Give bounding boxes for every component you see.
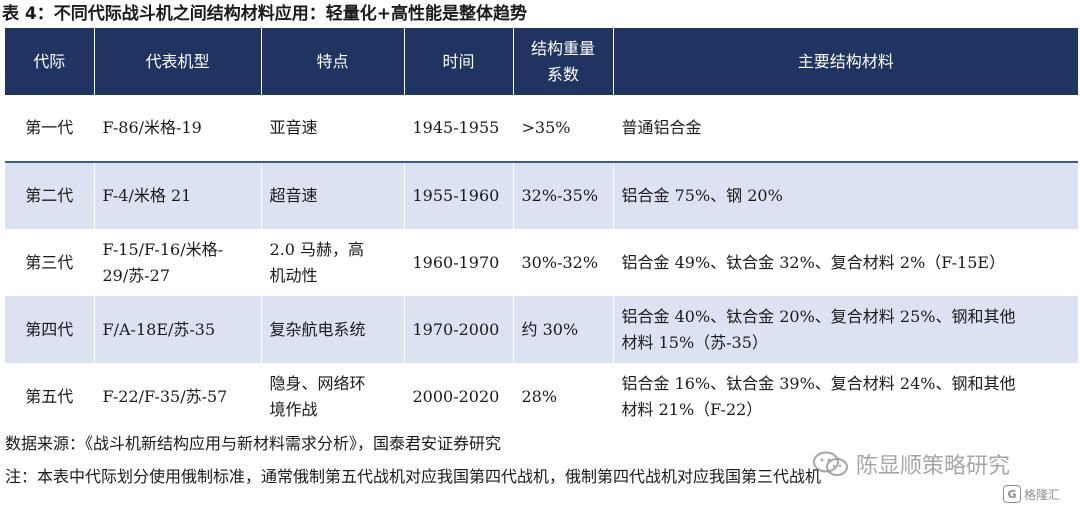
table-header-row: 代际 代表机型 特点 时间 结构重量 系数 主要结构材料 (5, 28, 1078, 95)
cell-feature: 复杂航电系统 (261, 296, 405, 363)
table-row: 第四代 F/A-18E/苏-35 复杂航电系统 1970-2000 约 30% … (5, 296, 1078, 363)
cell-feature: 2.0 马赫，高 机动性 (261, 229, 405, 296)
header-generation: 代际 (5, 28, 95, 95)
cell-generation: 第四代 (5, 296, 95, 363)
cell-aircraft: F-4/米格 21 (94, 162, 262, 229)
cell-aircraft-line2: 29/苏-27 (102, 265, 171, 285)
cell-weight-ratio: 32%-35% (513, 162, 614, 229)
table-row: 第五代 F-22/F-35/苏-57 隐身、网络环 境作战 2000-2020 2… (5, 363, 1078, 430)
cell-materials-line1: 普通铝合金 (621, 118, 702, 137)
cell-feature-line1: 复杂航电系统 (269, 319, 366, 339)
watermark-text: 陈显顺策略研究 (856, 454, 1011, 479)
cell-aircraft-line1: F/A-18E/苏-35 (102, 319, 216, 339)
cell-materials-line2: 材料 21%（F-22） (621, 399, 763, 419)
cell-feature-line2: 境作战 (269, 399, 318, 419)
watermark-secondary-text: 格隆汇 (1024, 487, 1061, 502)
cell-aircraft: F-15/F-16/米格- 29/苏-27 (94, 229, 262, 296)
cell-weight-ratio: 30%-32% (513, 229, 614, 296)
table-row: 第二代 F-4/米格 21 超音速 1955-1960 32%-35% 铝合金 … (5, 162, 1078, 229)
cell-aircraft-line1: F-22/F-35/苏-57 (102, 386, 228, 406)
watermark-secondary: G 格隆汇 (1003, 482, 1080, 506)
cell-feature: 超音速 (261, 162, 405, 229)
header-period: 时间 (404, 28, 514, 95)
cell-materials-line1: 铝合金 16%、钛合金 39%、复合材料 24%、钢和其他 (621, 373, 1016, 393)
header-materials: 主要结构材料 (613, 28, 1078, 95)
cell-period: 1970-2000 (404, 296, 514, 363)
cell-aircraft-line1: F-4/米格 21 (102, 186, 192, 205)
header-weight-ratio: 结构重量 系数 (513, 28, 614, 95)
cell-feature-line1: 亚音速 (269, 118, 318, 137)
cell-materials: 铝合金 49%、钛合金 32%、复合材料 2%（F-15E） (613, 229, 1078, 296)
cell-materials-line1: 铝合金 40%、钛合金 20%、复合材料 25%、钢和其他 (621, 306, 1016, 326)
table-note: 注：本表中代际划分使用俄制标准，通常俄制第五代战机对应我国第四代战机，俄制第四代… (5, 467, 822, 486)
gelonghui-logo-icon: G (1003, 485, 1021, 503)
header-feature: 特点 (261, 28, 405, 95)
header-aircraft: 代表机型 (94, 28, 262, 95)
cell-materials: 铝合金 75%、钢 20% (613, 162, 1078, 229)
data-source: 数据来源：《战斗机新结构应用与新材料需求分析》，国泰君安证券研究 (5, 434, 502, 453)
cell-feature-line1: 隐身、网络环 (269, 373, 366, 393)
cell-materials-line1: 铝合金 49%、钛合金 32%、复合材料 2%（F-15E） (621, 252, 1006, 272)
cell-aircraft: F-86/米格-19 (94, 95, 262, 163)
cell-feature: 亚音速 (261, 95, 405, 163)
cell-weight-ratio: >35% (513, 95, 614, 163)
cell-period: 1955-1960 (404, 162, 514, 229)
cell-generation: 第五代 (5, 363, 95, 430)
cell-feature-line1: 超音速 (269, 186, 318, 205)
cell-generation: 第二代 (5, 162, 95, 229)
cell-aircraft-line1: F-15/F-16/米格- (102, 239, 224, 259)
cell-feature: 隐身、网络环 境作战 (261, 363, 405, 430)
header-weight-ratio-line2: 系数 (546, 64, 579, 84)
cell-weight-ratio: 28% (513, 363, 614, 430)
cell-feature-line2: 机动性 (269, 265, 318, 285)
cell-period: 2000-2020 (404, 363, 514, 430)
cell-aircraft: F/A-18E/苏-35 (94, 296, 262, 363)
cell-weight-ratio: 约 30% (513, 296, 614, 363)
watermark: 陈显顺策略研究 (812, 445, 1074, 483)
cell-materials-line2: 材料 15%（苏-35） (621, 332, 768, 352)
materials-table: 代际 代表机型 特点 时间 结构重量 系数 主要结构材料 第一代 F-86/米格… (5, 28, 1078, 430)
table-title: 表 4：不同代际战斗机之间结构材料应用：轻量化+高性能是整体趋势 (2, 4, 527, 24)
cell-generation: 第三代 (5, 229, 95, 296)
cell-feature-line1: 2.0 马赫，高 (269, 239, 365, 259)
cell-materials-line1: 铝合金 75%、钢 20% (621, 186, 783, 205)
cell-materials: 铝合金 40%、钛合金 20%、复合材料 25%、钢和其他 材料 15%（苏-35… (613, 296, 1078, 363)
cell-materials: 普通铝合金 (613, 95, 1078, 163)
cell-materials: 铝合金 16%、钛合金 39%、复合材料 24%、钢和其他 材料 21%（F-22… (613, 363, 1078, 430)
cell-aircraft-line1: F-86/米格-19 (102, 118, 202, 137)
cell-generation: 第一代 (5, 95, 95, 163)
cell-period: 1945-1955 (404, 95, 514, 163)
cell-period: 1960-1970 (404, 229, 514, 296)
cell-aircraft: F-22/F-35/苏-57 (94, 363, 262, 430)
header-weight-ratio-line1: 结构重量 (530, 38, 595, 58)
table-row: 第三代 F-15/F-16/米格- 29/苏-27 2.0 马赫，高 机动性 196… (5, 229, 1078, 296)
wechat-icon (812, 450, 850, 478)
table-row: 第一代 F-86/米格-19 亚音速 1945-1955 >35% 普通铝合金 (5, 95, 1078, 163)
